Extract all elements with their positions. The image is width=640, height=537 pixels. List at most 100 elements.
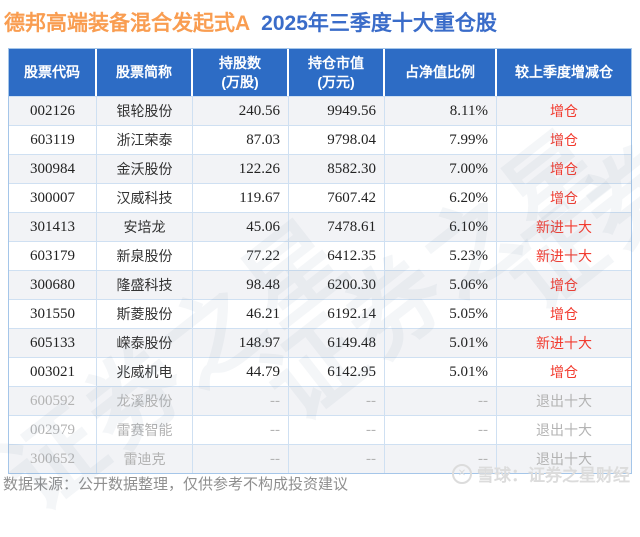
column-header-label: 持股数 [219,55,261,72]
data-source-note: 数据来源：公开数据整理，仅供参考不构成投资建议 [3,476,349,493]
table-row: 002979 雷赛智能 -- -- -- 退出十大 [9,415,631,444]
cell-net-ratio: 5.01% [385,329,497,357]
cell-net-ratio: 5.05% [385,300,497,328]
cell-market-value: 6149.48 [289,329,385,357]
cell-stock-code: 603119 [9,126,97,154]
cell-stock-code: 002979 [9,416,97,444]
cell-quarter-change: 退出十大 [536,451,592,467]
fund-name: 德邦高端装备混合发起式A [4,12,251,35]
cell-shares: 87.03 [193,126,289,154]
cell-net-ratio: -- [385,416,497,444]
table-row: 300007 汉威科技 119.67 7607.42 6.20% 增仓 [9,183,631,212]
cell-market-value: 6200.30 [289,271,385,299]
cell-stock-name: 嵘泰股份 [97,329,193,357]
table-row: 603119 浙江荣泰 87.03 9798.04 7.99% 增仓 [9,125,631,154]
cell-market-value: 6412.35 [289,242,385,270]
cell-stock-code: 300984 [9,155,97,183]
table-row: 301413 安培龙 45.06 7478.61 6.10% 新进十大 [9,212,631,241]
cell-stock-name: 雷赛智能 [97,416,193,444]
cell-net-ratio: 5.06% [385,271,497,299]
table-body: 002126 银轮股份 240.56 9949.56 8.11% 增仓 603119 浙江荣泰… [9,96,631,473]
table-row: 300680 隆盛科技 98.48 6200.30 5.06% 增仓 [9,270,631,299]
table-row: 300984 金沃股份 122.26 8582.30 7.00% 增仓 [9,154,631,183]
cell-shares: 240.56 [193,97,289,125]
column-header-stock-name: 股票简称 [97,49,193,96]
cell-shares: 98.48 [193,271,289,299]
cell-net-ratio: 8.11% [385,97,497,125]
table-row: 605133 嵘泰股份 148.97 6149.48 5.01% 新进十大 [9,328,631,357]
cell-market-value: 7607.42 [289,184,385,212]
cell-stock-code: 301550 [9,300,97,328]
column-header-net-ratio: 占净值比例 [385,49,497,96]
cell-shares: 148.97 [193,329,289,357]
cell-market-value: 7478.61 [289,213,385,241]
cell-quarter-change: 退出十大 [536,393,592,409]
table-row: 003021 兆威机电 44.79 6142.95 5.01% 增仓 [9,357,631,386]
page-title: 德邦高端装备混合发起式A 2025年三季度十大重仓股 [4,7,497,37]
table-row: 002126 银轮股份 240.56 9949.56 8.11% 增仓 [9,96,631,125]
publisher-name: 雪球：证券之星财经 [477,466,630,485]
cell-stock-code: 300007 [9,184,97,212]
cell-stock-name: 隆盛科技 [97,271,193,299]
cell-stock-name: 雷迪克 [97,445,193,473]
cell-net-ratio: 6.20% [385,184,497,212]
cell-net-ratio: 7.00% [385,155,497,183]
cell-market-value: 8582.30 [289,155,385,183]
cell-net-ratio: 7.99% [385,126,497,154]
cell-quarter-change: 增仓 [550,103,578,119]
cell-stock-code: 300652 [9,445,97,473]
column-header-label: 股票代码 [24,64,80,81]
cell-shares: 119.67 [193,184,289,212]
column-header-shares: 持股数 (万股) [193,49,289,96]
cell-net-ratio: 5.01% [385,358,497,386]
column-header-label: 股票简称 [116,64,172,81]
cell-stock-code: 003021 [9,358,97,386]
column-header-label: 占净值比例 [405,64,475,81]
cell-quarter-change: 增仓 [550,364,578,380]
cell-stock-name: 银轮股份 [97,97,193,125]
publisher-branding: ✕ 雪球：证券之星财经 [452,461,630,486]
cell-shares: 122.26 [193,155,289,183]
logo-glyph: ✕ [457,467,467,479]
column-header-market-value: 持仓市值 (万元) [289,49,385,96]
cell-shares: 44.79 [193,358,289,386]
table-row: 301550 斯菱股份 46.21 6192.14 5.05% 增仓 [9,299,631,328]
table-row: 603179 新泉股份 77.22 6412.35 5.23% 新进十大 [9,241,631,270]
cell-shares: -- [193,387,289,415]
table-row: 600592 龙溪股份 -- -- -- 退出十大 [9,386,631,415]
cell-net-ratio: -- [385,445,497,473]
cell-stock-name: 兆威机电 [97,358,193,386]
column-header-label: 较上季度增减仓 [515,64,613,81]
column-header-unit: (万元) [317,73,355,90]
cell-stock-code: 002126 [9,97,97,125]
cell-stock-name: 安培龙 [97,213,193,241]
cell-market-value: -- [289,387,385,415]
cell-quarter-change: 增仓 [550,161,578,177]
cell-quarter-change: 增仓 [550,277,578,293]
cell-market-value: 6192.14 [289,300,385,328]
cell-stock-code: 603179 [9,242,97,270]
column-header-label: 持仓市值 [308,55,364,72]
cell-market-value: 6142.95 [289,358,385,386]
cell-quarter-change: 退出十大 [536,422,592,438]
cell-net-ratio: 6.10% [385,213,497,241]
cell-net-ratio: -- [385,387,497,415]
cell-stock-name: 汉威科技 [97,184,193,212]
column-header-stock-code: 股票代码 [9,49,97,96]
cell-shares: 46.21 [193,300,289,328]
column-header-unit: (万股) [221,73,259,90]
cell-quarter-change: 增仓 [550,132,578,148]
cell-market-value: 9798.04 [289,126,385,154]
cell-market-value: -- [289,416,385,444]
table-header-row: 股票代码 股票简称 持股数 (万股) 持仓市值 (万元) 占净值比例 较上季度增… [9,49,631,96]
cell-shares: 45.06 [193,213,289,241]
cell-stock-code: 605133 [9,329,97,357]
column-header-quarter-change: 较上季度增减仓 [497,49,631,96]
cell-stock-name: 金沃股份 [97,155,193,183]
cell-quarter-change: 新进十大 [536,248,592,264]
cell-quarter-change: 新进十大 [536,219,592,235]
cell-market-value: -- [289,445,385,473]
cell-stock-code: 300680 [9,271,97,299]
cell-quarter-change: 增仓 [550,306,578,322]
xueqiu-logo-icon: ✕ [452,463,472,484]
